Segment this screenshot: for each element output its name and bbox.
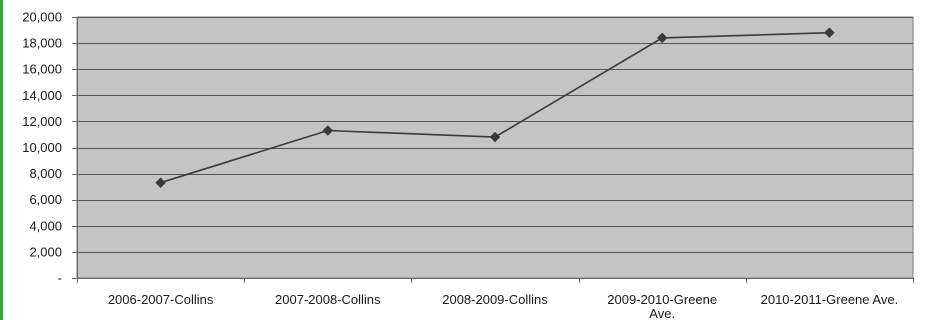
y-tick-label: 12,000 <box>22 114 62 129</box>
x-tick-label: 2009-2010-Greene Ave. <box>607 292 717 320</box>
y-tick-label: 4,000 <box>29 218 62 233</box>
y-tick-label: 6,000 <box>29 192 62 207</box>
series-group <box>155 27 835 189</box>
y-tick-label: 10,000 <box>22 140 62 155</box>
plot-area <box>76 16 914 279</box>
data-point-marker <box>489 131 501 143</box>
data-point-marker <box>656 32 668 44</box>
y-tick-label: 20,000 <box>22 10 62 25</box>
left-accent-bar <box>0 0 3 320</box>
y-tick-label: 18,000 <box>22 36 62 51</box>
gridlines <box>77 17 913 253</box>
data-point-marker <box>322 125 334 136</box>
x-tick-label: 2006-2007-Collins <box>108 292 214 307</box>
y-tick-label: 14,000 <box>22 88 62 103</box>
y-tick-label: - <box>58 271 62 286</box>
y-tick-label: 16,000 <box>22 62 62 77</box>
x-tick-label: 2007-2008-Collins <box>275 292 381 307</box>
data-point-marker <box>824 27 835 39</box>
data-point-marker <box>155 177 166 189</box>
x-axis: 2006-2007-Collins 2007-2008-Collins 2008-2… <box>77 278 914 320</box>
y-tick-label: 8,000 <box>29 166 62 181</box>
x-tick-label: 2010-2011-Greene Ave. <box>761 292 899 307</box>
y-axis: - 2,000 4,000 6,000 8,000 10,000 12,000 14,000 1… <box>22 10 78 286</box>
y-tick-label: 2,000 <box>29 244 62 259</box>
x-tick-label: 2008-2009-Collins <box>442 292 548 307</box>
